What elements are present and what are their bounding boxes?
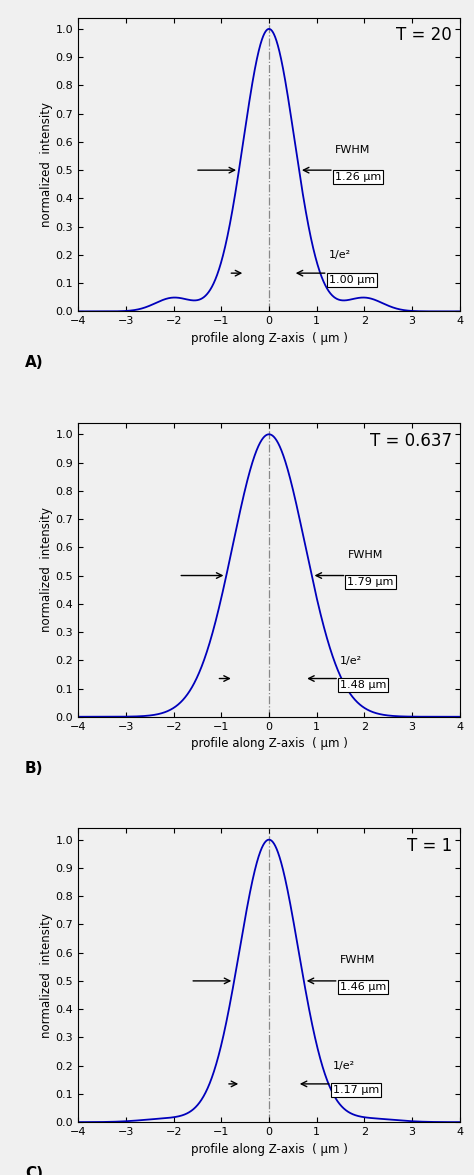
Y-axis label: normalized  intensity: normalized intensity: [40, 913, 53, 1038]
Text: 1.26 μm: 1.26 μm: [335, 172, 381, 182]
Text: 1.79 μm: 1.79 μm: [347, 577, 394, 588]
Text: 1.00 μm: 1.00 μm: [328, 275, 375, 284]
Text: FWHM: FWHM: [335, 145, 370, 155]
Text: B): B): [25, 761, 43, 776]
Text: 1.46 μm: 1.46 μm: [339, 982, 386, 993]
Text: T = 20: T = 20: [396, 26, 452, 45]
X-axis label: profile along Z-axis  ( μm ): profile along Z-axis ( μm ): [191, 1142, 347, 1155]
Text: 1/e²: 1/e²: [328, 250, 351, 261]
Text: A): A): [25, 355, 44, 370]
Text: T = 0.637: T = 0.637: [370, 432, 452, 450]
Y-axis label: normalized  intensity: normalized intensity: [40, 102, 53, 227]
Y-axis label: normalized  intensity: normalized intensity: [40, 508, 53, 632]
Text: 1.48 μm: 1.48 μm: [340, 680, 386, 690]
X-axis label: profile along Z-axis  ( μm ): profile along Z-axis ( μm ): [191, 331, 347, 344]
Text: 1.17 μm: 1.17 μm: [333, 1086, 379, 1095]
Text: 1/e²: 1/e²: [340, 656, 362, 666]
Text: C): C): [25, 1166, 43, 1175]
Text: FWHM: FWHM: [339, 955, 375, 966]
Text: 1/e²: 1/e²: [333, 1061, 355, 1072]
Text: T = 1: T = 1: [407, 837, 452, 855]
Text: FWHM: FWHM: [347, 550, 383, 560]
X-axis label: profile along Z-axis  ( μm ): profile along Z-axis ( μm ): [191, 737, 347, 750]
